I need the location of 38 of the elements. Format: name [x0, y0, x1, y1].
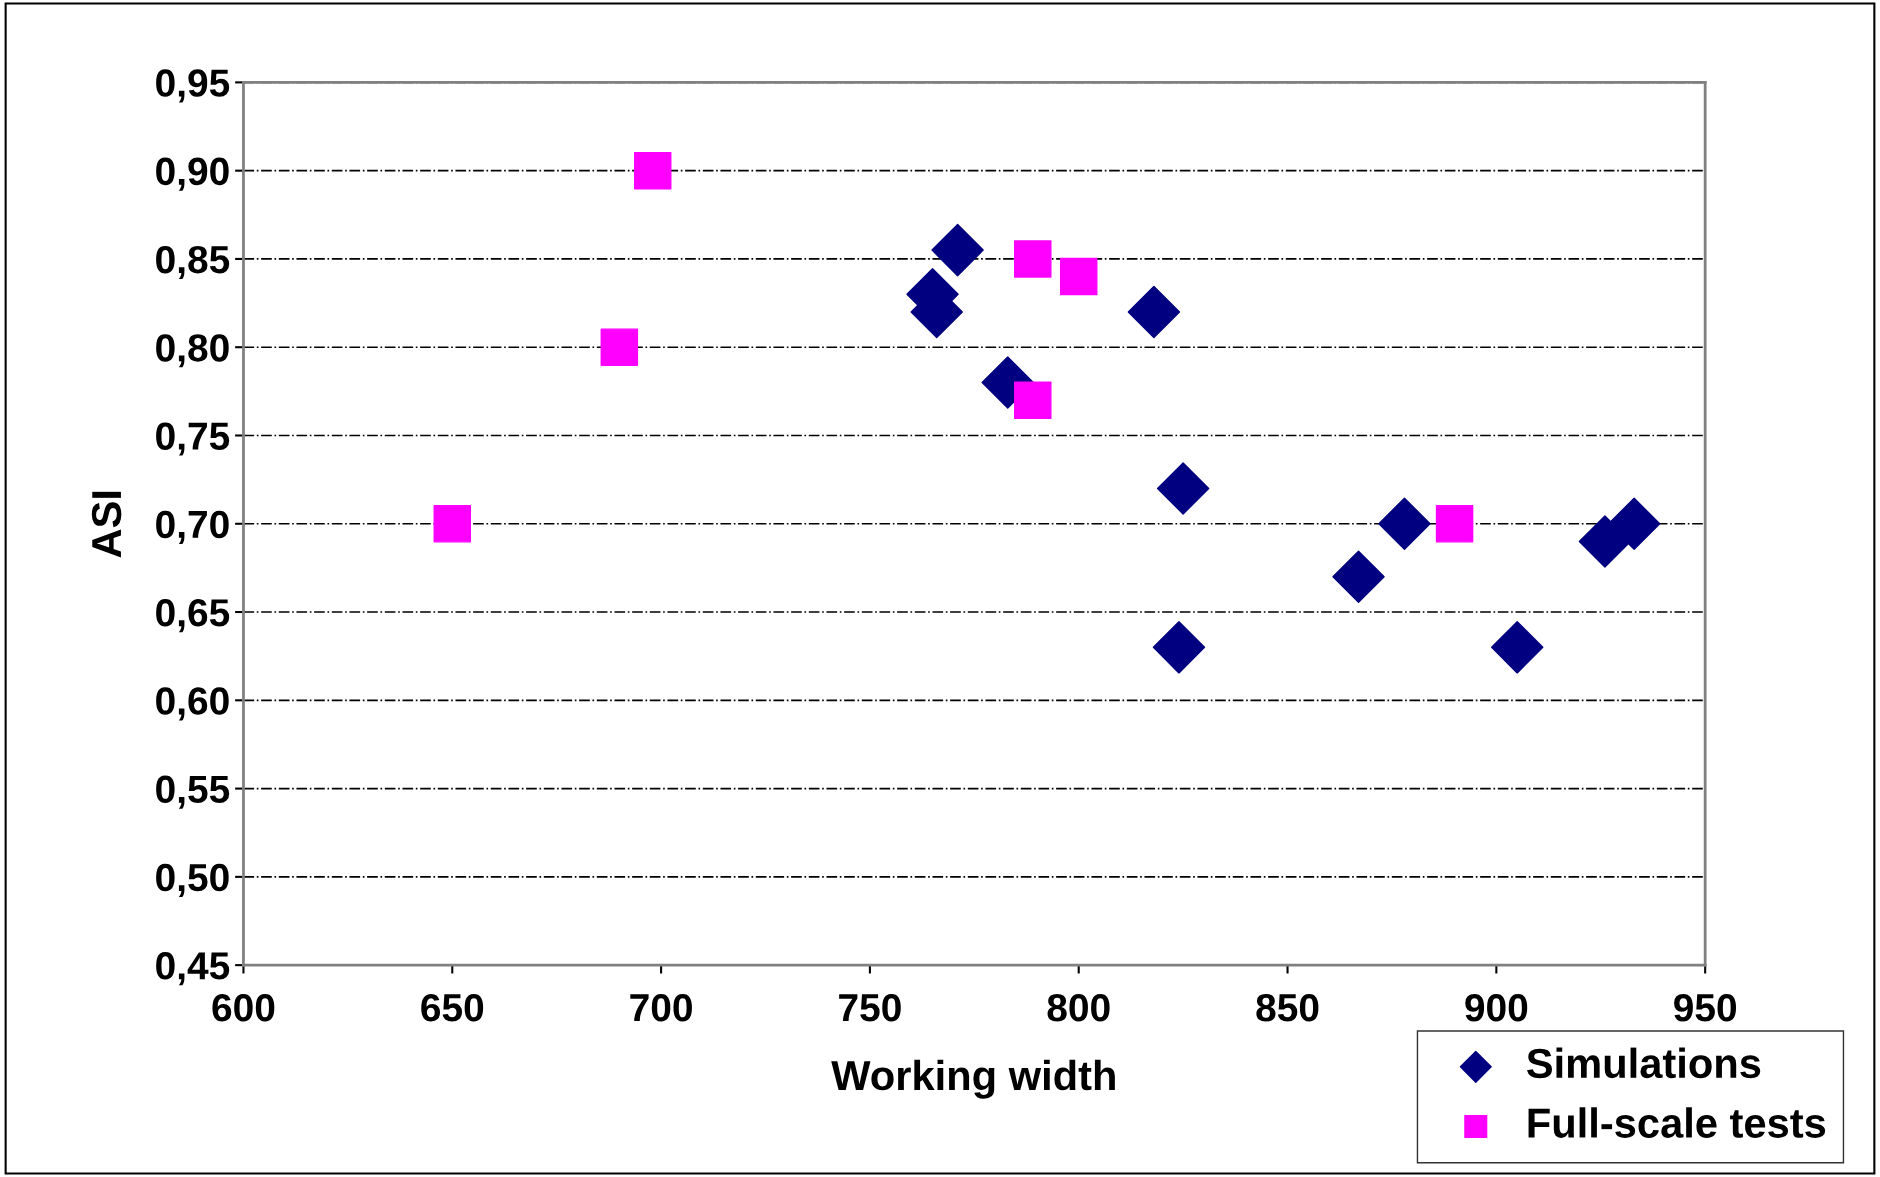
legend-label: Full-scale tests [1528, 1107, 1826, 1138]
x-tick-label: 800 [1047, 993, 1110, 1022]
y-tick-label: 0,65 [156, 598, 230, 633]
x-axis-title: Working width [831, 1059, 1115, 1099]
legend-label: Simulations [1526, 1047, 1761, 1079]
y-tick-label: 0,55 [156, 775, 230, 809]
y-tick-label: 0,90 [156, 157, 229, 191]
point [1490, 621, 1544, 674]
y-tick-label: 0,60 [156, 687, 229, 721]
point [1435, 505, 1474, 543]
point [600, 328, 639, 366]
y-tick-label: 0,85 [156, 245, 230, 280]
point [1378, 497, 1431, 550]
y-tick-label: 0,80 [156, 334, 229, 368]
y-tick-label: 0,75 [156, 422, 230, 456]
point [1014, 240, 1052, 278]
point [1152, 621, 1206, 674]
point [1156, 462, 1210, 515]
point [633, 151, 672, 190]
x-tick-label: 950 [1674, 993, 1737, 1022]
x-tick-label: 650 [421, 993, 484, 1022]
point [931, 223, 984, 277]
y-axis-title: ASI [91, 491, 122, 558]
x-tick-label: 850 [1256, 993, 1319, 1022]
x-tick-label: 900 [1465, 993, 1528, 1022]
y-tick-label: 0,50 [156, 863, 229, 897]
y-tick-label: 0,70 [156, 510, 229, 544]
x-tick-label: 750 [839, 993, 901, 1022]
point [1059, 257, 1098, 296]
y-tick-label: 0,95 [156, 69, 230, 103]
x-tick-label: 600 [212, 993, 275, 1022]
point [1014, 381, 1052, 419]
point [1127, 285, 1181, 339]
x-tick-label: 700 [630, 993, 692, 1022]
point [1607, 497, 1661, 550]
point [433, 505, 472, 543]
point [1332, 550, 1385, 603]
y-tick-label: 0,45 [156, 952, 230, 986]
